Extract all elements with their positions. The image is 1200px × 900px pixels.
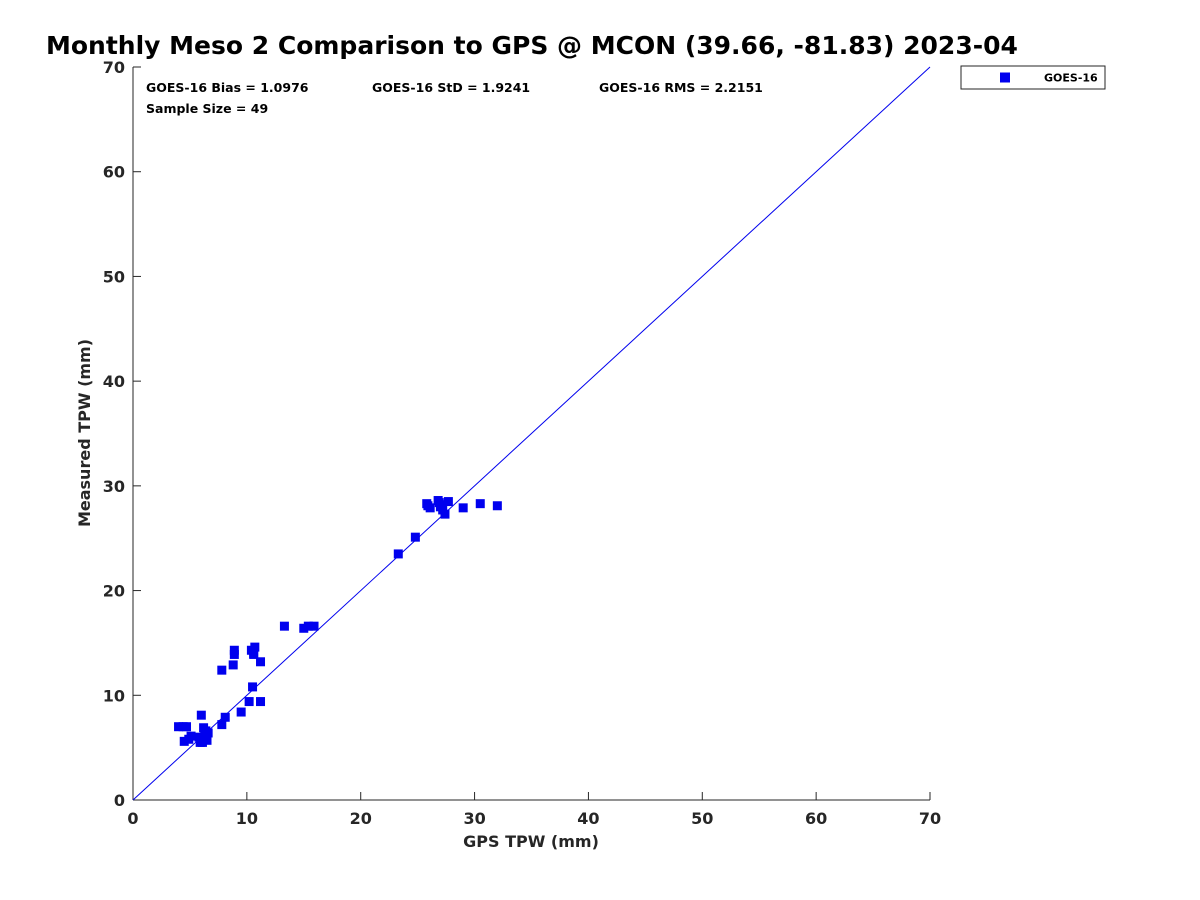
- data-point: [186, 731, 196, 741]
- x-tick-label: 50: [691, 809, 713, 828]
- x-ticks: 0 10 20 30 40 50 60 70: [127, 792, 941, 828]
- data-point: [202, 735, 212, 745]
- data-point: [228, 660, 238, 670]
- data-point: [236, 707, 246, 717]
- y-tick-label: 0: [114, 791, 125, 810]
- x-tick-label: 10: [236, 809, 258, 828]
- legend-box: [960, 65, 1106, 90]
- data-point: [248, 682, 258, 692]
- axes: [132, 67, 930, 801]
- data-point: [244, 697, 254, 707]
- data-point: [393, 549, 403, 559]
- data-point: [196, 710, 206, 720]
- y-tick-label: 20: [103, 582, 125, 601]
- x-tick-label: 60: [805, 809, 827, 828]
- data-point: [256, 657, 266, 667]
- x-tick-label: 30: [463, 809, 485, 828]
- data-point: [303, 621, 313, 631]
- x-axis-label: GPS TPW (mm): [463, 832, 599, 851]
- y-tick-label: 30: [103, 477, 125, 496]
- x-tick-label: 70: [919, 809, 941, 828]
- rms-stat: GOES-16 RMS = 2.2151: [599, 80, 763, 95]
- data-point: [217, 720, 227, 730]
- data-point: [203, 728, 213, 738]
- data-point: [174, 722, 184, 732]
- x-tick-label: 20: [350, 809, 372, 828]
- data-points: [174, 496, 502, 747]
- std-stat: GOES-16 StD = 1.9241: [372, 80, 530, 95]
- y-axis-label: Measured TPW (mm): [75, 339, 94, 527]
- legend: GOES-16: [960, 65, 1106, 90]
- data-point: [249, 648, 259, 658]
- data-point: [492, 501, 502, 511]
- data-point: [458, 503, 468, 513]
- data-point: [182, 722, 192, 732]
- data-point: [197, 737, 207, 747]
- data-point: [299, 623, 309, 633]
- data-point: [217, 665, 227, 675]
- legend-marker-square-icon: [1000, 72, 1010, 83]
- one-to-one-reference-line: [132, 66, 931, 801]
- data-point: [194, 732, 204, 742]
- data-point: [220, 712, 230, 722]
- data-point: [279, 621, 289, 631]
- data-point: [250, 642, 260, 652]
- y-ticks: 0 10 20 30 40 50 60 70: [103, 58, 141, 810]
- data-point: [440, 509, 450, 519]
- x-tick-label: 40: [577, 809, 599, 828]
- legend-entry-goes16: GOES-16: [1044, 72, 1098, 85]
- y-tick-label: 60: [103, 163, 125, 182]
- data-point: [229, 645, 239, 655]
- sample-size-stat: Sample Size = 49: [146, 101, 268, 116]
- bias-stat: GOES-16 Bias = 1.0976: [146, 80, 309, 95]
- data-point: [475, 499, 485, 509]
- y-tick-label: 70: [103, 58, 125, 77]
- data-point: [423, 501, 433, 511]
- data-point: [256, 697, 266, 707]
- data-point: [443, 497, 453, 507]
- data-point: [309, 621, 319, 631]
- x-tick-label: 0: [127, 809, 138, 828]
- chart-title: Monthly Meso 2 Comparison to GPS @ MCON …: [46, 31, 1018, 60]
- data-point: [437, 500, 447, 510]
- y-tick-label: 40: [103, 372, 125, 391]
- y-tick-label: 50: [103, 267, 125, 286]
- y-tick-label: 10: [103, 686, 125, 705]
- data-point: [179, 736, 189, 746]
- data-point: [410, 532, 420, 542]
